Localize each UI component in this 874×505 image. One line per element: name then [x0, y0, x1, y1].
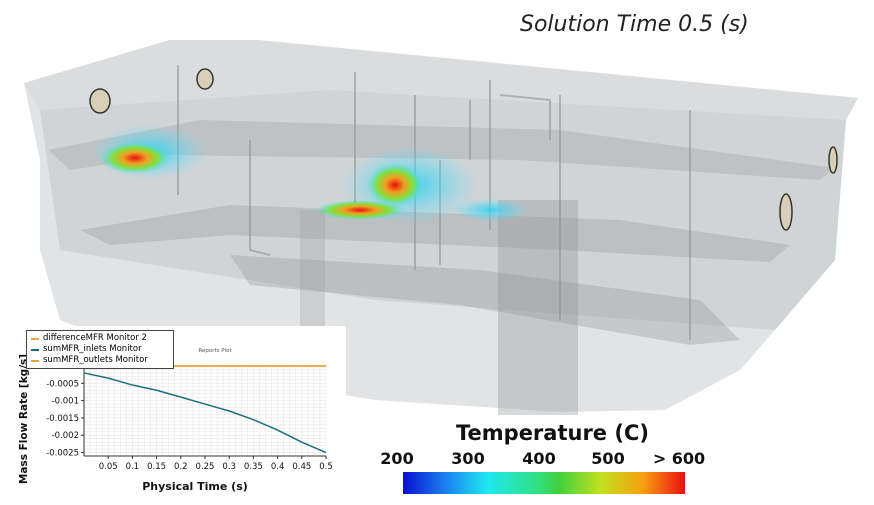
colorbar-tick: 500 [591, 449, 625, 468]
colorbar-tick: 200 [380, 449, 414, 468]
colorbar-tick: 300 [451, 449, 485, 468]
legend-swatch [31, 337, 39, 340]
solution-time-label: Solution Time 0.5 (s) [520, 12, 749, 37]
legend-item-inlets: sumMFR_inlets Monitor [31, 344, 169, 355]
series-line-2 [83, 372, 327, 454]
reports-plot[interactable]: 0.05 0.1 0.15 0.2 0.25 0.3 0.35 0.4 0.45 0.5 -0.00… [14, 326, 346, 496]
y-tick-label: -0.0005 [46, 379, 79, 389]
x-tick-label: 0.3 [222, 462, 236, 472]
legend-item-outlets: sumMFR_outlets Monitor [31, 355, 169, 366]
legend-item-difference: differenceMFR Monitor 2 [31, 333, 169, 344]
plot-canvas[interactable]: 0.05 0.1 0.15 0.2 0.25 0.3 0.35 0.4 0.45 0.5 -0.00… [14, 326, 346, 496]
legend-swatch [31, 359, 39, 362]
x-tick-label: 0.45 [292, 462, 311, 472]
x-tick-label: 0.35 [244, 462, 263, 472]
legend-swatch [31, 348, 39, 351]
x-tick-label: 0.2 [174, 462, 188, 472]
temperature-plume [90, 124, 530, 225]
colorbar-gradient [403, 472, 685, 494]
x-axis-label: Physical Time (s) [142, 480, 248, 493]
x-tick-label: 0.5 [319, 462, 333, 472]
plot-legend: differenceMFR Monitor 2 sumMFR_inlets Mo… [26, 330, 174, 369]
y-tick-label: -0.0025 [46, 449, 79, 459]
x-tick-label: 0.4 [271, 462, 285, 472]
y-axis-label: Mass Flow Rate [kg/s] [18, 354, 30, 484]
y-tick-label: -0.001 [52, 397, 79, 407]
colorbar-tick: 400 [522, 449, 556, 468]
y-tick-label: -0.002 [52, 431, 79, 441]
colorbar-tick: > 600 [652, 449, 706, 468]
legend-label: differenceMFR Monitor 2 [43, 333, 147, 343]
x-tick-label: 0.05 [99, 462, 118, 472]
x-tick-label: 0.25 [196, 462, 215, 472]
colorbar-title: Temperature (C) [456, 421, 649, 445]
legend-label: sumMFR_inlets Monitor [43, 344, 142, 354]
x-tick-label: 0.1 [126, 462, 140, 472]
plot-title: Reports Plot [198, 348, 232, 354]
x-tick-label: 0.15 [147, 462, 166, 472]
y-tick-label: -0.0015 [46, 414, 79, 424]
legend-label: sumMFR_outlets Monitor [43, 355, 148, 365]
